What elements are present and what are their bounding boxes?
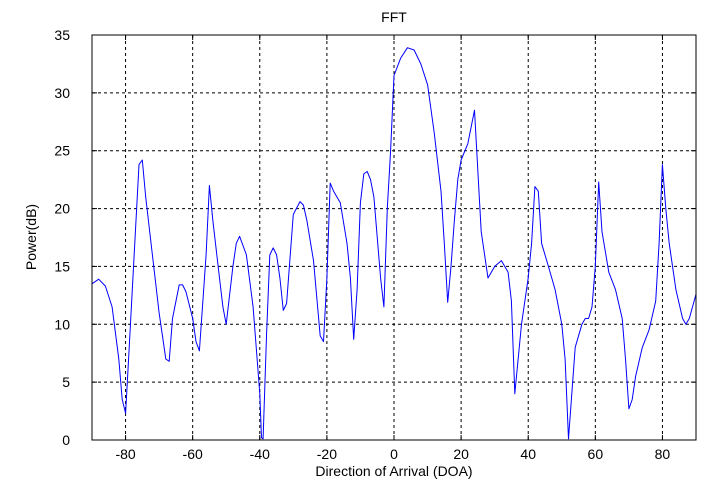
y-tick-label: 0 (62, 432, 70, 448)
series-layer (91, 47, 697, 440)
series-line (91, 47, 697, 440)
tick-marks (92, 34, 696, 441)
x-axis-label: Direction of Arrival (DOA) (315, 463, 472, 479)
x-tick-label: -60 (183, 446, 203, 462)
grid-lines (92, 35, 696, 440)
y-tick-label: 30 (54, 85, 70, 101)
x-tick-label: -40 (250, 446, 270, 462)
x-tick-label: 60 (588, 446, 604, 462)
x-tick-label: 80 (655, 446, 671, 462)
x-tick-label: 20 (453, 446, 469, 462)
y-tick-label: 10 (54, 316, 70, 332)
x-tick-label: -80 (115, 446, 135, 462)
chart-title: FFT (381, 9, 407, 25)
x-tick-label: 0 (390, 446, 398, 462)
y-axis-label: Power(dB) (23, 204, 39, 270)
y-tick-label: 5 (62, 374, 70, 390)
x-tick-labels: -80 -60 -40 -20 0 20 40 60 80 (115, 446, 670, 462)
x-tick-label: -20 (317, 446, 337, 462)
y-tick-labels: 0 5 10 15 20 25 30 35 (54, 27, 70, 448)
y-tick-label: 25 (54, 143, 70, 159)
x-tick-label: 40 (520, 446, 536, 462)
y-tick-label: 20 (54, 201, 70, 217)
y-tick-label: 15 (54, 258, 70, 274)
y-tick-label: 35 (54, 27, 70, 43)
